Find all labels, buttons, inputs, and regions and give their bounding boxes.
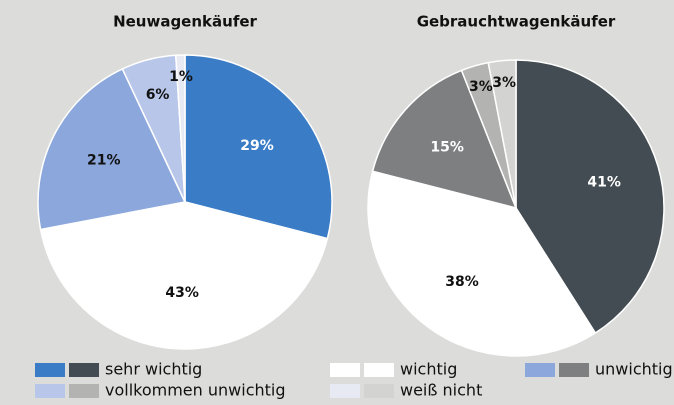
pie-slice [174, 54, 186, 203]
legend-swatch [69, 384, 99, 398]
value-label: 29% [240, 138, 274, 154]
legend-swatch [364, 363, 394, 377]
pie-slice [184, 54, 333, 240]
legend-label: unwichtig [595, 360, 673, 379]
pie-slice [37, 67, 187, 231]
legend-swatch [330, 384, 360, 398]
legend-swatch [525, 363, 555, 377]
legend-swatch [35, 384, 65, 398]
value-label: 15% [430, 139, 464, 155]
value-label: 3% [469, 79, 493, 95]
chart-title: Gebrauchtwagenkäufer [417, 13, 616, 31]
value-label: 1% [169, 69, 193, 85]
legend-label: vollkommen unwichtig [105, 381, 286, 400]
pie-slice [487, 59, 517, 209]
legend-swatch [559, 363, 589, 377]
value-label: 3% [492, 75, 516, 91]
value-label: 43% [165, 285, 199, 301]
chart-title: Neuwagenkäufer [113, 13, 257, 31]
pie-slice [515, 59, 665, 334]
legend-swatch [35, 363, 65, 377]
value-label: 41% [587, 174, 621, 190]
pie-slice [39, 201, 329, 350]
value-label: 6% [146, 87, 170, 103]
value-label: 21% [87, 153, 121, 169]
pie-slice [371, 69, 518, 210]
legend-swatch [364, 384, 394, 398]
legend-label: weiß nicht [400, 381, 482, 400]
value-label: 38% [445, 274, 479, 290]
legend-label: wichtig [400, 360, 457, 379]
legend-label: sehr wichtig [105, 360, 202, 379]
legend-swatch [69, 363, 99, 377]
legend-swatch [330, 363, 360, 377]
pie-slice [367, 170, 597, 357]
